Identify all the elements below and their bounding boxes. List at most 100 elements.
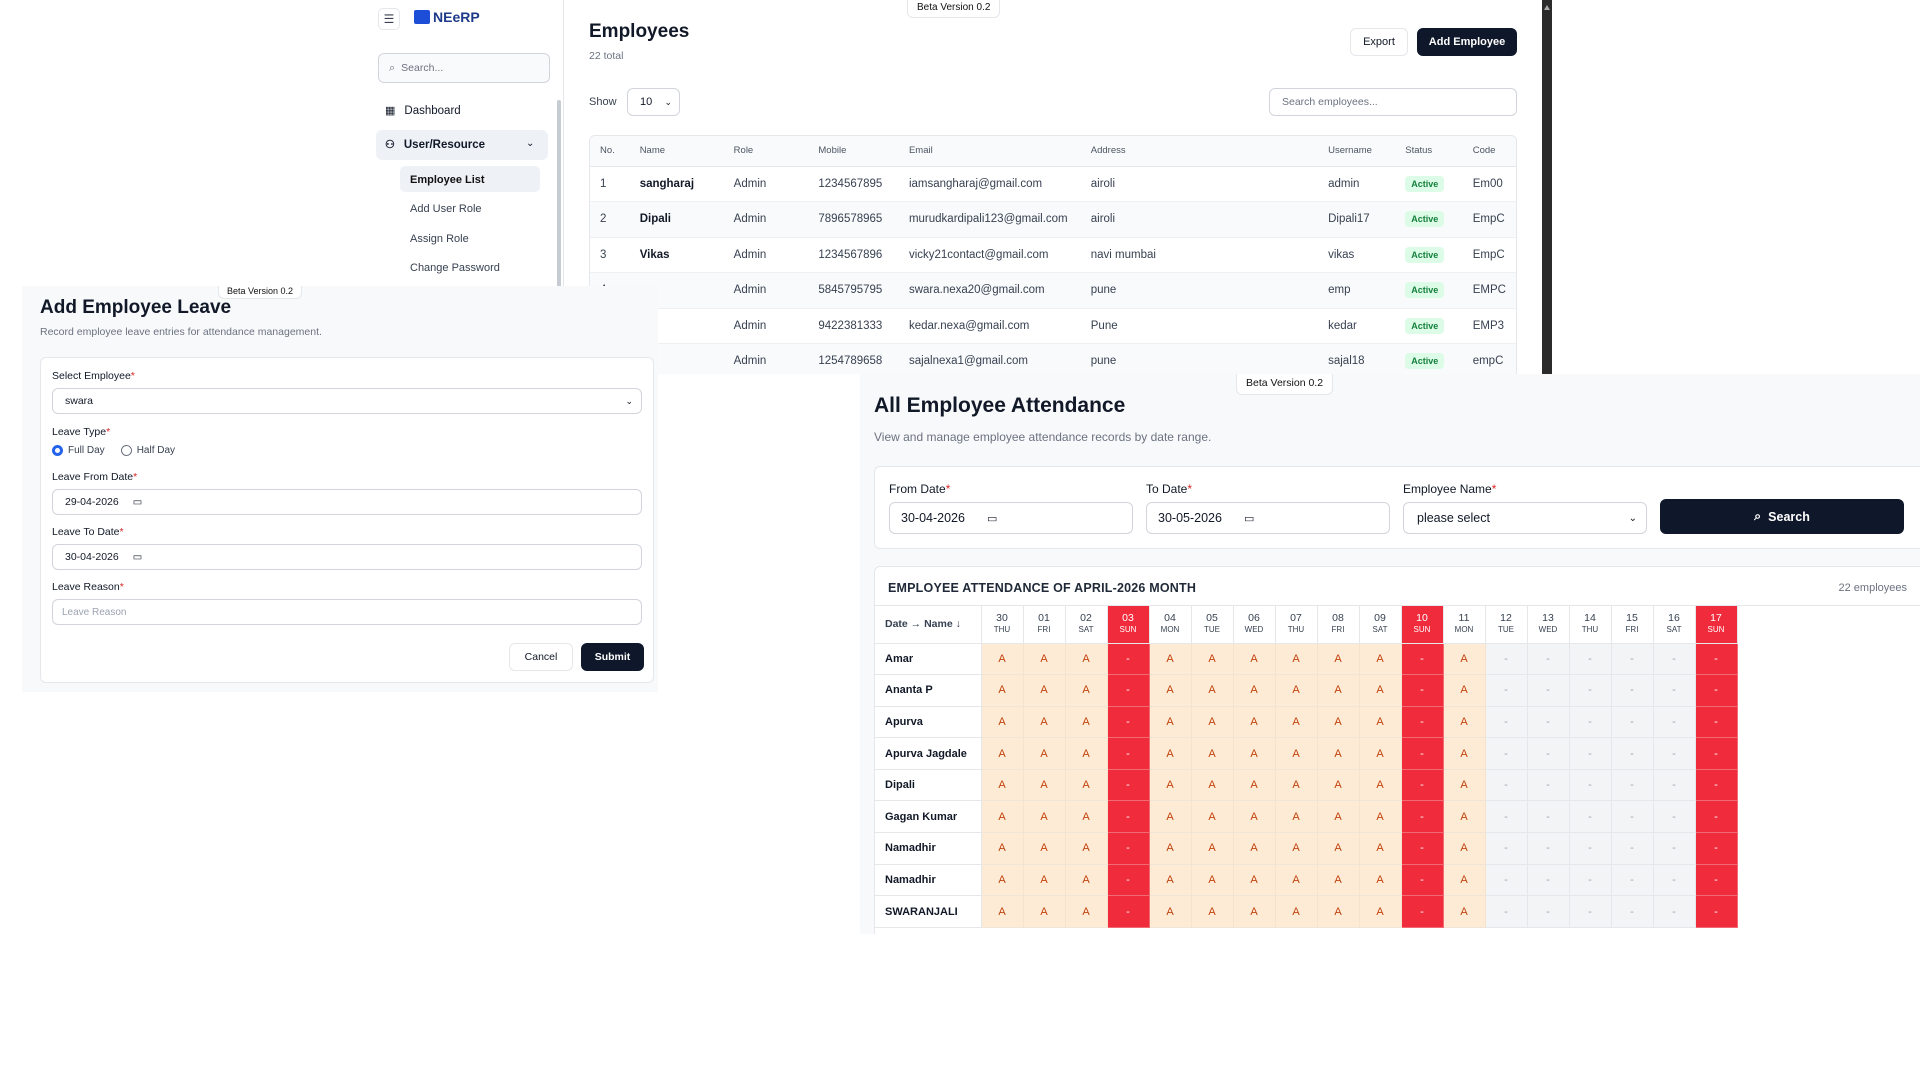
attendance-cell[interactable]: A xyxy=(1317,895,1360,928)
attendance-cell[interactable]: - xyxy=(1107,737,1150,770)
select-employee-dropdown[interactable]: swara ⌄ xyxy=(52,388,642,414)
attendance-cell[interactable]: - xyxy=(1485,895,1528,928)
attendance-cell[interactable]: A xyxy=(1233,643,1276,676)
attendance-cell[interactable]: A xyxy=(1191,864,1234,897)
attendance-cell[interactable]: A xyxy=(1275,706,1318,739)
employee-search-input[interactable]: Search employees... xyxy=(1269,88,1517,116)
attendance-cell[interactable]: A xyxy=(1065,706,1108,739)
table-row[interactable]: 4araAdmin5845795795swara.nexa20@gmail.co… xyxy=(590,272,1516,309)
attendance-cell[interactable]: - xyxy=(1611,832,1654,865)
attendance-cell[interactable]: - xyxy=(1569,674,1612,707)
attendance-cell[interactable]: - xyxy=(1485,832,1528,865)
attendance-cell[interactable]: - xyxy=(1401,674,1444,707)
submit-button[interactable]: Submit xyxy=(581,643,644,671)
attendance-cell[interactable]: A xyxy=(1359,769,1402,802)
attendance-cell[interactable]: A xyxy=(1149,895,1192,928)
attendance-cell[interactable]: A xyxy=(1191,643,1234,676)
attendance-cell[interactable]: A xyxy=(981,674,1024,707)
attendance-cell[interactable]: A xyxy=(1023,737,1066,770)
attendance-cell[interactable]: A xyxy=(1275,800,1318,834)
attendance-cell[interactable]: - xyxy=(1569,800,1612,834)
attendance-cell[interactable]: A xyxy=(1275,832,1318,865)
calendar-icon[interactable]: ▭ xyxy=(1243,512,1255,525)
attendance-cell[interactable]: - xyxy=(1653,706,1696,739)
attendance-cell[interactable]: A xyxy=(1149,674,1192,707)
attendance-cell[interactable]: - xyxy=(1611,769,1654,802)
attendance-cell[interactable]: - xyxy=(1401,769,1444,802)
attendance-cell[interactable]: - xyxy=(1611,737,1654,770)
table-row[interactable]: 3 Vikas Admin 1234567896 vicky21contact@gmai… xyxy=(590,237,1516,273)
attendance-cell[interactable]: A xyxy=(1317,832,1360,865)
attendance-cell[interactable]: - xyxy=(1695,864,1738,897)
attendance-cell[interactable]: A xyxy=(1065,864,1108,897)
attendance-cell[interactable]: A xyxy=(1317,864,1360,897)
attendance-cell[interactable]: A xyxy=(1443,832,1486,865)
attendance-cell[interactable]: A xyxy=(981,769,1024,802)
attendance-cell[interactable]: A xyxy=(1065,800,1108,834)
sidebar-item-dashboard[interactable]: ▦ Dashboard xyxy=(385,104,461,118)
attendance-cell[interactable]: A xyxy=(1233,895,1276,928)
attendance-cell[interactable]: - xyxy=(1485,737,1528,770)
attendance-cell[interactable]: A xyxy=(1359,643,1402,676)
attendance-cell[interactable]: A xyxy=(1023,769,1066,802)
attendance-cell[interactable]: A xyxy=(1023,674,1066,707)
attendance-cell[interactable]: A xyxy=(1359,674,1402,707)
attendance-cell[interactable]: - xyxy=(1569,643,1612,676)
attendance-cell[interactable]: - xyxy=(1569,895,1612,928)
attendance-cell[interactable]: - xyxy=(1569,832,1612,865)
attendance-cell[interactable]: A xyxy=(1359,864,1402,897)
attendance-cell[interactable]: A xyxy=(1359,706,1402,739)
attendance-cell[interactable]: - xyxy=(1695,674,1738,707)
attendance-cell[interactable]: - xyxy=(1527,706,1570,739)
attendance-cell[interactable]: A xyxy=(1443,737,1486,770)
half-day-radio[interactable] xyxy=(120,445,132,456)
leave-from-input[interactable]: 29-04-2026 ▭ xyxy=(52,489,642,515)
attendance-cell[interactable]: - xyxy=(1611,895,1654,928)
attendance-cell[interactable]: A xyxy=(1359,800,1402,834)
employee-name-select[interactable]: please select ⌄ xyxy=(1403,502,1647,534)
attendance-cell[interactable]: A xyxy=(1149,737,1192,770)
attendance-cell[interactable]: - xyxy=(1107,864,1150,897)
attendance-cell[interactable]: - xyxy=(1527,643,1570,676)
attendance-cell[interactable]: A xyxy=(981,895,1024,928)
attendance-cell[interactable]: - xyxy=(1611,706,1654,739)
attendance-cell[interactable]: - xyxy=(1653,800,1696,834)
attendance-cell[interactable]: - xyxy=(1401,706,1444,739)
attendance-cell[interactable]: - xyxy=(1695,643,1738,676)
attendance-cell[interactable]: A xyxy=(1317,800,1360,834)
attendance-cell[interactable]: - xyxy=(1653,674,1696,707)
attendance-cell[interactable]: A xyxy=(1443,706,1486,739)
attendance-cell[interactable]: - xyxy=(1653,895,1696,928)
table-row[interactable]: 1 sangharaj Admin 1234567895 iamsangharaj@gm… xyxy=(590,166,1516,202)
attendance-cell[interactable]: A xyxy=(1233,737,1276,770)
sidebar-item-user-resource[interactable] xyxy=(376,130,548,160)
attendance-cell[interactable]: - xyxy=(1527,737,1570,770)
attendance-cell[interactable]: A xyxy=(981,706,1024,739)
attendance-cell[interactable]: A xyxy=(1065,832,1108,865)
attendance-cell[interactable]: - xyxy=(1401,800,1444,834)
attendance-cell[interactable]: - xyxy=(1653,737,1696,770)
search-button[interactable]: ⌕ Search xyxy=(1660,499,1904,534)
table-row[interactable]: 6alAdmin1254789658sajalnexa1@gmail.compu… xyxy=(590,343,1516,374)
attendance-cell[interactable]: A xyxy=(1275,769,1318,802)
attendance-cell[interactable]: A xyxy=(1023,895,1066,928)
attendance-cell[interactable]: A xyxy=(1275,643,1318,676)
attendance-cell[interactable]: - xyxy=(1695,706,1738,739)
attendance-cell[interactable]: - xyxy=(1653,643,1696,676)
sidebar-item-add-user-role[interactable]: Add User Role xyxy=(410,203,482,215)
attendance-cell[interactable]: - xyxy=(1695,895,1738,928)
from-date-input[interactable]: 30-04-2026 ▭ xyxy=(889,502,1133,534)
attendance-cell[interactable]: - xyxy=(1695,737,1738,770)
table-row[interactable]: 2 Dipali Admin 7896578965 murudkardipali123@… xyxy=(590,201,1516,238)
attendance-cell[interactable]: - xyxy=(1695,769,1738,802)
attendance-cell[interactable]: - xyxy=(1485,769,1528,802)
attendance-cell[interactable]: A xyxy=(1023,643,1066,676)
attendance-cell[interactable]: A xyxy=(1023,864,1066,897)
attendance-cell[interactable]: - xyxy=(1107,800,1150,834)
attendance-cell[interactable]: A xyxy=(1317,674,1360,707)
attendance-cell[interactable]: A xyxy=(1023,800,1066,834)
attendance-cell[interactable]: - xyxy=(1611,800,1654,834)
attendance-cell[interactable]: - xyxy=(1485,706,1528,739)
attendance-cell[interactable]: - xyxy=(1485,800,1528,834)
attendance-cell[interactable]: A xyxy=(981,643,1024,676)
